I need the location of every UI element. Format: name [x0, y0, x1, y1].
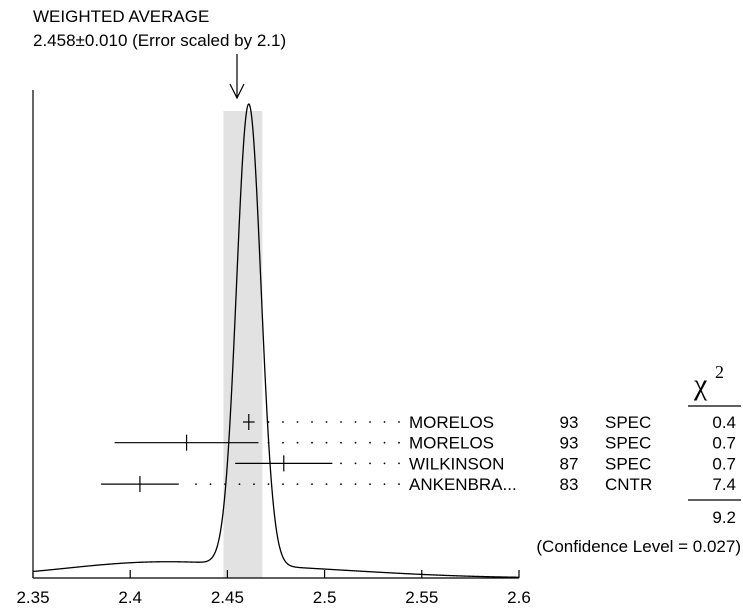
year: 93 — [560, 413, 579, 432]
weighted-average-arrow — [229, 54, 245, 100]
chi2-value: 0.7 — [712, 434, 736, 453]
chi2-value: 7.4 — [712, 475, 736, 494]
chi2-value: 0.7 — [712, 454, 736, 473]
technique: CNTR — [605, 475, 652, 494]
chi2-symbol: χ — [693, 368, 708, 401]
x-tick-label-2: 2.45 — [211, 588, 244, 607]
chart-subtitle: 2.458±0.010 (Error scaled by 2.1) — [33, 31, 286, 50]
chi2-value: 0.4 — [712, 413, 736, 432]
x-tick-label-3: 2.5 — [313, 588, 337, 607]
author: WILKINSON — [409, 454, 504, 473]
x-tick-label-1: 2.4 — [118, 588, 142, 607]
technique: SPEC — [605, 413, 651, 432]
axes — [32, 90, 519, 579]
confidence-level: (Confidence Level = 0.027) — [536, 537, 741, 556]
ideogram-curve — [32, 103, 520, 578]
x-ticks: 2.35 2.4 2.45 2.5 2.55 2.6 — [16, 570, 531, 607]
leader-dots — [195, 483, 400, 485]
year: 87 — [560, 454, 579, 473]
leader-dots — [340, 462, 400, 465]
measurement-row-1: MORELOS 93 SPEC 0.7 — [114, 434, 736, 453]
author: MORELOS — [409, 413, 494, 432]
year: 83 — [560, 475, 579, 494]
chart-title: WEIGHTED AVERAGE — [33, 7, 209, 26]
year: 93 — [560, 434, 579, 453]
author: MORELOS — [409, 434, 494, 453]
technique: SPEC — [605, 434, 651, 453]
chi2-total: 9.2 — [712, 508, 736, 527]
measurement-row-3: ANKENBRA... 83 CNTR 7.4 — [101, 475, 736, 494]
leader-dots — [267, 421, 400, 423]
author: ANKENBRA... — [409, 475, 517, 494]
weighted-average-band — [223, 111, 263, 578]
x-tick-label-0: 2.35 — [16, 588, 49, 607]
x-tick-label-4: 2.55 — [405, 588, 438, 607]
technique: SPEC — [605, 454, 651, 473]
chi2-header: χ 2 — [688, 362, 741, 407]
x-tick-label-5: 2.6 — [507, 588, 531, 607]
chi2-exponent: 2 — [715, 362, 724, 382]
measurement-row-0: MORELOS 93 SPEC 0.4 — [242, 413, 736, 432]
leader-dots — [267, 441, 400, 444]
measurement-row-2: WILKINSON 87 SPEC 0.7 — [235, 454, 736, 473]
